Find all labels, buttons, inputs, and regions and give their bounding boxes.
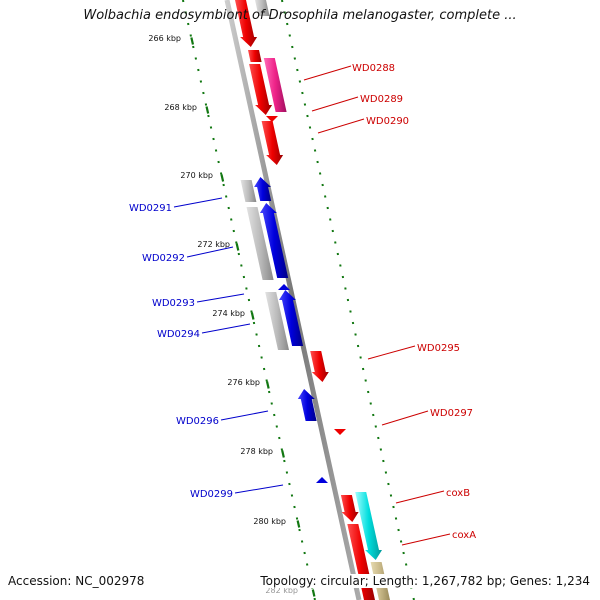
genome-summary-text: Topology: circular; Length: 1,267,782 bp… bbox=[258, 574, 590, 588]
callout-line bbox=[395, 490, 445, 504]
gene-label-coxB: coxB bbox=[446, 488, 470, 499]
gene-label-WD0288: WD0288 bbox=[352, 63, 395, 74]
feature-blue-WD0296 bbox=[297, 389, 317, 421]
major-tick-mark bbox=[220, 174, 225, 182]
tick-label-270: 270 kbp bbox=[180, 171, 213, 180]
gene-label-WD0291: WD0291 bbox=[129, 203, 172, 214]
callout-line bbox=[317, 118, 365, 134]
gene-label-WD0297: WD0297 bbox=[430, 408, 473, 419]
feature-red-WD0295 bbox=[310, 351, 329, 382]
feature-red-WD0288b bbox=[249, 64, 273, 115]
tick-tracks bbox=[182, 0, 415, 600]
callout-line bbox=[220, 410, 269, 421]
gene-label-WD0290: WD0290 bbox=[366, 116, 409, 127]
callout-line bbox=[201, 323, 251, 334]
feature-pink-WD0289 bbox=[263, 58, 287, 112]
tick-label-282: 282 kbp bbox=[265, 586, 298, 595]
callout-line bbox=[401, 533, 451, 546]
gene-callout-lines bbox=[173, 65, 451, 546]
callout-line bbox=[311, 96, 359, 112]
tick-label-266: 266 kbp bbox=[148, 34, 181, 43]
major-tick-mark bbox=[205, 106, 210, 114]
tick-label-272: 272 kbp bbox=[197, 240, 230, 249]
callout-line bbox=[173, 197, 223, 208]
gene-label-WD0294: WD0294 bbox=[157, 329, 200, 340]
map-title: Wolbachia endosymbiont of Drosophila mel… bbox=[83, 8, 517, 23]
feature-red-top bbox=[235, 0, 258, 47]
gene-label-WD0289: WD0289 bbox=[360, 94, 403, 105]
feature-red-WD0288 bbox=[248, 50, 262, 62]
accession-text: Accession: NC_002978 bbox=[8, 574, 145, 588]
major-tick-mark bbox=[311, 589, 316, 597]
feature-blue-WD0292 bbox=[259, 203, 289, 278]
tick-label-278: 278 kbp bbox=[240, 447, 273, 456]
feature-gray-WD0292 bbox=[246, 207, 274, 280]
tick-labels: 266 kbp 268 kbp 270 kbp 272 kbp 274 kbp … bbox=[148, 34, 298, 595]
feature-red-coxB bbox=[340, 495, 359, 522]
feature-red-WD0297 bbox=[334, 429, 346, 435]
major-tick-mark bbox=[281, 450, 285, 458]
feature-red-small-arrow bbox=[266, 116, 278, 122]
feature-blue-WD0294 bbox=[279, 290, 304, 346]
callout-line bbox=[381, 410, 429, 426]
major-tick-mark bbox=[296, 520, 301, 528]
feature-track bbox=[235, 0, 390, 600]
major-tick-mark bbox=[265, 381, 270, 389]
tick-label-280: 280 kbp bbox=[253, 517, 286, 526]
feature-gray-WD0291 bbox=[240, 180, 257, 202]
callout-line bbox=[303, 65, 352, 81]
feature-blue-small-arrow bbox=[278, 284, 290, 290]
gene-label-WD0299: WD0299 bbox=[190, 489, 233, 500]
gene-label-WD0293: WD0293 bbox=[152, 298, 195, 309]
callout-line bbox=[186, 246, 234, 258]
callout-line bbox=[367, 345, 416, 360]
feature-gray-WD0293 bbox=[265, 292, 289, 350]
gene-label-WD0296: WD0296 bbox=[176, 416, 219, 427]
gene-label-WD0292: WD0292 bbox=[142, 253, 185, 264]
major-tick-mark bbox=[250, 312, 255, 320]
gene-label-WD0295: WD0295 bbox=[417, 343, 460, 354]
tick-track-left bbox=[182, 0, 316, 600]
tick-track-right bbox=[281, 0, 415, 600]
callout-line bbox=[196, 293, 245, 303]
callout-line bbox=[234, 484, 284, 494]
tick-label-276: 276 kbp bbox=[227, 378, 260, 387]
gene-labels: WD0288 WD0289 WD0290 WD0295 WD0297 coxB … bbox=[129, 63, 476, 541]
gene-label-coxA: coxA bbox=[452, 530, 476, 541]
feature-blue-WD0299 bbox=[316, 477, 328, 483]
major-tick-mark bbox=[190, 37, 195, 45]
tick-label-274: 274 kbp bbox=[212, 309, 245, 318]
feature-blue-WD0291 bbox=[254, 177, 272, 201]
major-tick-mark bbox=[235, 243, 240, 251]
feature-red-WD0290 bbox=[261, 121, 284, 165]
tick-label-268: 268 kbp bbox=[164, 103, 197, 112]
feature-gray-top bbox=[255, 0, 270, 16]
feature-cyan-coxB bbox=[355, 492, 382, 560]
